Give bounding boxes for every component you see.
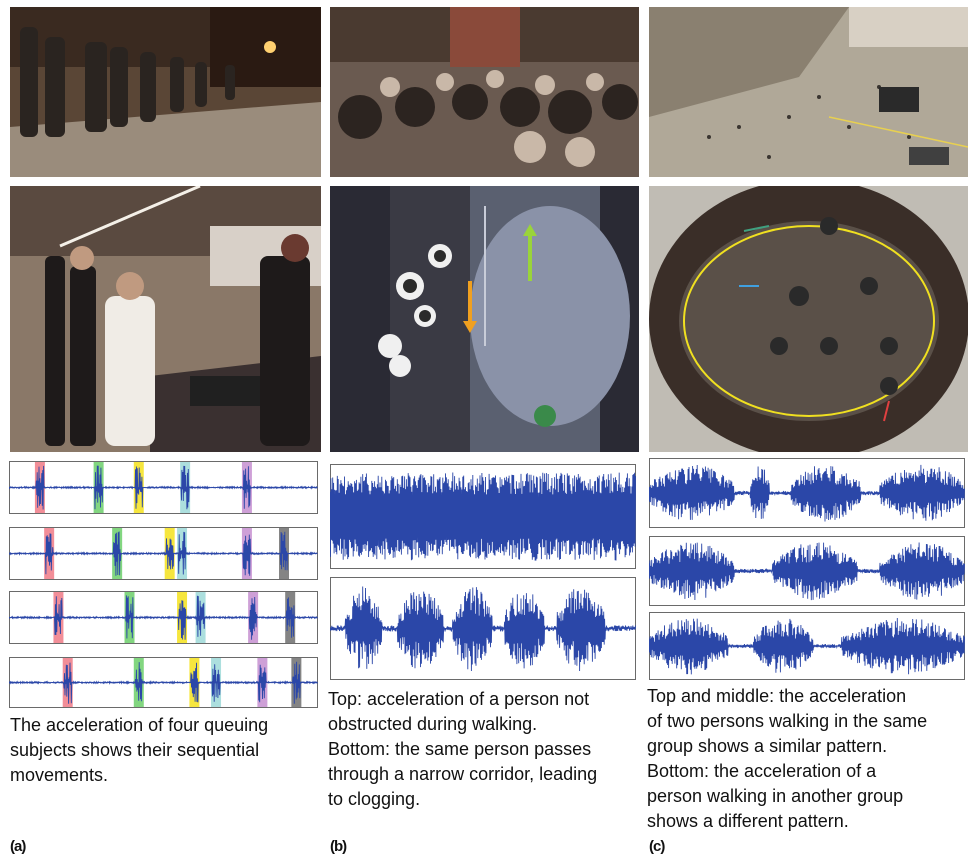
panel-label-b: (b) xyxy=(330,838,347,855)
dense-crowd-street-photo xyxy=(330,7,639,177)
group-person-2-acceleration-plot xyxy=(649,536,965,606)
corridor-overhead-photo xyxy=(330,186,639,452)
unobstructed-acceleration-plot xyxy=(330,464,636,569)
acceleration-signal xyxy=(9,531,318,576)
panel-label-a: (a) xyxy=(10,838,26,855)
group-person-1-acceleration-plot xyxy=(649,458,965,528)
acceleration-signal xyxy=(9,661,318,704)
other-group-acceleration-plot xyxy=(649,612,965,680)
caption-a: The acceleration of four queuing subject… xyxy=(10,715,269,785)
queue-acceleration-plot-4 xyxy=(9,657,318,708)
queue-acceleration-plot-1 xyxy=(9,461,318,514)
acceleration-signal xyxy=(330,586,636,672)
acceleration-signal xyxy=(649,464,965,522)
caption-c: Top and middle: the acceleration of two … xyxy=(647,686,928,831)
queue-acceleration-plot-2 xyxy=(9,527,318,580)
queue-acceleration-plot-3 xyxy=(9,591,318,644)
plaza-aerial-photo xyxy=(649,7,968,177)
acceleration-signal xyxy=(649,542,965,601)
panel-label-c: (c) xyxy=(649,838,665,855)
acceleration-signal xyxy=(9,595,318,640)
acceleration-signal xyxy=(330,472,636,561)
acceleration-signal xyxy=(649,617,965,675)
corridor-acceleration-plot xyxy=(330,577,636,680)
circular-walk-overhead-photo xyxy=(649,186,968,452)
cafeteria-queue-photo xyxy=(10,186,321,452)
caption-b: Top: acceleration of a person not obstru… xyxy=(328,689,598,809)
acceleration-signal xyxy=(9,465,318,510)
night-queue-street-photo xyxy=(10,7,321,177)
